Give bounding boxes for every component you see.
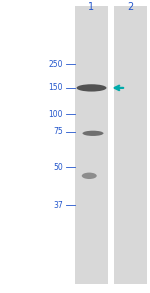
Bar	[75, 6, 108, 284]
Text: 37: 37	[53, 201, 63, 209]
Text: 2: 2	[127, 2, 134, 12]
Bar	[114, 6, 147, 284]
Text: 75: 75	[53, 127, 63, 136]
Ellipse shape	[76, 84, 106, 91]
Ellipse shape	[82, 173, 97, 179]
Text: 1: 1	[88, 2, 94, 12]
Text: 100: 100	[48, 110, 63, 119]
Text: 50: 50	[53, 163, 63, 171]
Text: 150: 150	[48, 84, 63, 92]
Ellipse shape	[82, 131, 103, 136]
Text: 250: 250	[48, 60, 63, 69]
